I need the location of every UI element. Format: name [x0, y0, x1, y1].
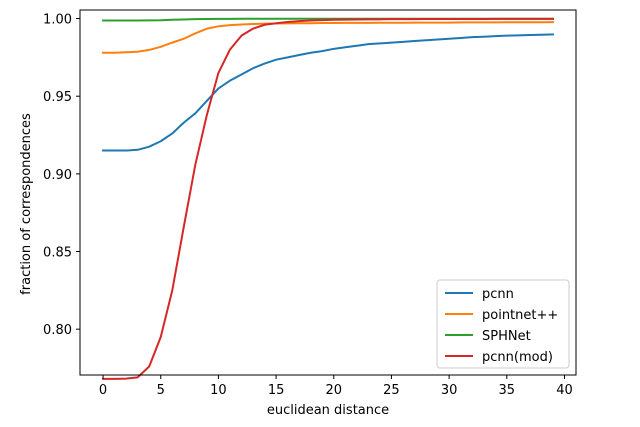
- series-line-pointnet-: [102, 21, 554, 54]
- plot-area: [102, 17, 554, 380]
- x-tick-label: 35: [499, 383, 516, 398]
- y-tick-label: 0.85: [43, 246, 72, 261]
- x-axis-label: euclidean distance: [267, 403, 389, 418]
- y-tick-label: 1.00: [43, 13, 72, 28]
- x-tick-label: 30: [441, 383, 458, 398]
- x-tick-label: 20: [325, 383, 342, 398]
- axes: 0 5 10 15 20 25 30 35 40 0.80 0.85 0.90 0.95 1.00: [43, 9, 577, 398]
- legend-label: pcnn: [482, 287, 514, 302]
- x-tick-label: 25: [383, 383, 400, 398]
- legend-box: [436, 279, 570, 369]
- axes-frame: [79, 9, 577, 376]
- x-tick-label: 10: [210, 383, 227, 398]
- x-tick-label: 40: [556, 383, 573, 398]
- y-tick-label: 0.80: [43, 323, 72, 338]
- series-line-pcnn-mod-: [102, 17, 554, 380]
- x-tick-label: 5: [157, 383, 165, 398]
- legend-label: SPHNet: [482, 329, 531, 344]
- x-tick-label: 0: [99, 383, 107, 398]
- legend: pcnn pointnet++ SPHNet pcnn(mod): [436, 279, 570, 369]
- legend-label: pcnn(mod): [482, 350, 553, 365]
- y-tick-label: 0.90: [43, 168, 72, 183]
- x-tick-label: 15: [268, 383, 285, 398]
- series-line-pcnn: [102, 33, 554, 152]
- y-tick-label: 0.95: [43, 90, 72, 105]
- y-axis-label: fraction of correspondences: [19, 113, 34, 295]
- legend-label: pointnet++: [482, 308, 558, 323]
